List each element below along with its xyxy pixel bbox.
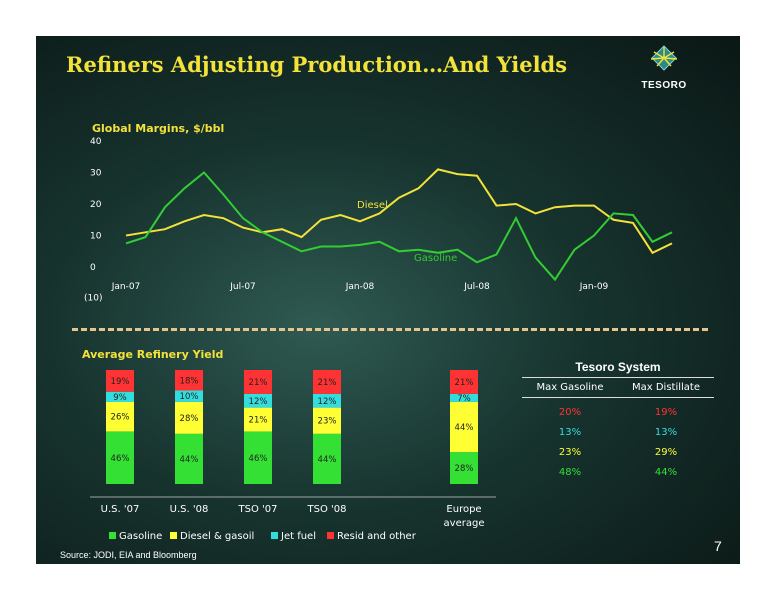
bar-category-label: TSO '08 [307,504,347,515]
bar-segment [450,401,478,453]
legend-label: Diesel & gasoil [180,531,254,542]
table-header: Max Gasoline Max Distillate [522,377,714,398]
bar-segment [313,393,341,408]
max-gasoline-value: 13% [558,427,582,438]
series-label-diesel: Diesel [357,200,388,211]
bar-value-label: 28% [180,414,199,424]
max-gasoline-value: 20% [558,407,582,418]
max-distillate-value: 19% [654,407,678,418]
y-tick-label: 10 [90,232,102,242]
tesoro-system-table: Tesoro System Max Gasoline Max Distillat… [522,360,714,478]
bar-segment [106,401,134,432]
bar-segment [244,370,272,394]
bar-value-label: 44% [180,455,199,465]
table-row: 20% 19% [522,407,714,418]
bar-value-label: 46% [111,454,130,464]
legend-label: Gasoline [119,531,162,542]
bar-value-label: 23% [318,417,337,427]
section-divider [72,328,708,331]
bar-value-label: 12% [318,397,337,407]
x-tick-label: Jan-08 [345,282,375,292]
bar-category-label: U.S. '08 [170,504,209,515]
line-chart-title: Global Margins, $/bbl [92,122,224,135]
global-margins-chart: Global Margins, $/bbl 40 30 20 10 0 (10) Jan-… [84,122,673,304]
max-distillate-value: 29% [654,447,678,458]
slide-title: Refiners Adjusting Production…And Yields [66,52,568,77]
bar-category-label: U.S. '07 [101,504,140,515]
y-tick-label: 20 [90,200,102,210]
bar-segment [313,407,341,434]
table-title: Tesoro System [575,360,661,374]
bar-segment [106,391,134,402]
header-max-gasoline: Max Gasoline [536,382,604,393]
tesoro-logo-icon [650,45,678,71]
source-note: Source: JODI, EIA and Bloomberg [60,550,197,560]
x-tick-label: Jan-09 [579,282,609,292]
logo-text: TESORO [641,80,687,91]
legend-swatch [327,532,334,539]
bar-value-label: 9% [113,393,127,403]
bar-chart-title: Average Refinery Yield [82,348,223,361]
series-line-gasoline [125,171,673,282]
series-line-diesel [125,168,673,255]
x-tick-label: Jan-07 [111,282,141,292]
bar-category-label: average [444,518,485,529]
legend-label: Resid and other [337,531,417,542]
bar-value-label: 21% [249,416,268,426]
bar-value-label: 28% [455,464,474,474]
bar-segment [106,431,134,484]
bar-segment [106,370,134,392]
bar-value-label: 19% [111,377,130,387]
y-tick-label: (10) [84,294,102,304]
max-gasoline-value: 48% [558,467,582,478]
page-number: 7 [714,538,722,554]
max-distillate-value: 13% [654,427,678,438]
bar-segment [175,433,203,484]
table-row: 13% 13% [522,427,714,438]
bar-value-label: 21% [318,378,337,388]
max-distillate-value: 44% [654,467,678,478]
bar-segment [175,401,203,434]
bar-value-label: 21% [455,378,474,388]
bar-segment [175,370,203,391]
y-tick-label: 0 [90,263,96,273]
bar-value-label: 46% [249,454,268,464]
slide: Refiners Adjusting Production…And Yields… [36,36,740,564]
x-tick-label: Jul-07 [229,282,256,292]
bar-value-label: 12% [249,397,268,407]
bar-value-label: 21% [249,378,268,388]
table-row: 23% 29% [522,447,714,458]
bar-segment [450,393,478,402]
bar-value-label: 44% [455,423,474,433]
x-tick-label: Jul-08 [463,282,490,292]
bar-value-label: 10% [180,392,199,402]
bar-segment [313,370,341,394]
legend-swatch [109,532,116,539]
bar-value-label: 7% [457,394,471,404]
series-label-gasoline: Gasoline [414,253,457,264]
bar-segment [450,370,478,394]
bar-segment [450,452,478,484]
bar-segment [175,390,203,402]
bar-segment [244,431,272,484]
bar-category-label: Europe [446,504,481,515]
max-gasoline-value: 23% [558,447,582,458]
bar-value-label: 18% [180,376,199,386]
y-tick-label: 40 [90,137,102,147]
header-max-distillate: Max Distillate [632,382,700,393]
refinery-yield-chart: Average Refinery Yield 46% 26% 9% 19% 44% 28%… [82,348,496,542]
y-tick-label: 30 [90,169,102,179]
bar-category-label: TSO '07 [238,504,278,515]
bar-segment [313,433,341,484]
bar-value-label: 44% [318,455,337,465]
legend-swatch [170,532,177,539]
legend-swatch [271,532,278,539]
bar-segment [244,393,272,408]
bar-segment [244,407,272,432]
bar-value-label: 26% [111,413,130,423]
table-row: 48% 44% [522,467,714,478]
legend-label: Jet fuel [280,531,316,542]
